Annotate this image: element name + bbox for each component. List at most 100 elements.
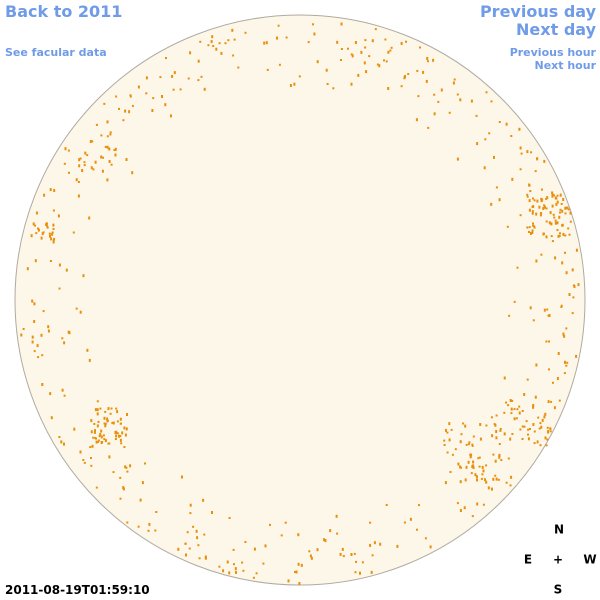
next-day-link[interactable]: Next day xyxy=(516,20,597,39)
facula xyxy=(531,229,534,233)
facula xyxy=(484,478,486,482)
facula xyxy=(542,207,545,210)
facula xyxy=(103,416,106,420)
facula xyxy=(558,399,561,402)
facula xyxy=(526,195,529,198)
facula xyxy=(91,140,94,143)
facula xyxy=(78,164,81,168)
facula xyxy=(543,204,546,207)
previous-day-link[interactable]: Previous day xyxy=(480,2,597,21)
facula xyxy=(482,469,485,473)
facula xyxy=(553,194,556,197)
facula xyxy=(566,361,569,364)
facula xyxy=(543,232,545,235)
facula xyxy=(546,426,549,429)
facula xyxy=(513,408,516,411)
previous-hour-link[interactable]: Previous hour xyxy=(510,46,597,59)
facula xyxy=(547,314,550,317)
facula xyxy=(104,410,107,413)
facula xyxy=(159,76,162,79)
facula xyxy=(563,372,566,375)
facula xyxy=(564,206,567,209)
facula xyxy=(284,521,287,524)
facula xyxy=(278,63,281,66)
facula xyxy=(481,465,484,469)
facula xyxy=(528,199,531,203)
facula xyxy=(295,570,298,574)
facula xyxy=(552,381,554,384)
facula xyxy=(535,363,538,367)
facula xyxy=(137,85,140,89)
facula xyxy=(297,562,300,566)
facula xyxy=(129,95,132,98)
facula xyxy=(527,437,530,441)
facula xyxy=(78,158,81,162)
facula xyxy=(83,161,86,164)
facula xyxy=(35,232,38,235)
facula xyxy=(478,465,481,468)
facula xyxy=(50,237,53,241)
facula xyxy=(37,228,40,232)
next-hour-link[interactable]: Next hour xyxy=(535,59,597,72)
facula xyxy=(98,435,101,438)
facula xyxy=(526,150,529,154)
facula xyxy=(58,436,61,438)
facula xyxy=(110,163,113,166)
facula xyxy=(34,224,37,227)
facula xyxy=(532,222,534,225)
facula xyxy=(562,198,565,201)
facula xyxy=(527,433,529,436)
facula xyxy=(419,46,421,49)
facula xyxy=(199,40,202,43)
facula xyxy=(446,451,449,454)
facula xyxy=(340,59,342,61)
facula xyxy=(532,423,535,426)
facula xyxy=(459,509,462,512)
facula xyxy=(546,196,549,200)
facula xyxy=(551,204,554,208)
facula xyxy=(189,503,192,507)
facula xyxy=(109,131,112,134)
facula xyxy=(459,480,462,484)
facula xyxy=(407,73,410,75)
facula xyxy=(188,547,191,550)
facula xyxy=(364,39,367,42)
facula xyxy=(532,319,535,322)
facula xyxy=(478,456,481,459)
facula xyxy=(92,436,95,439)
facula xyxy=(424,537,427,540)
facula xyxy=(277,24,280,27)
facula xyxy=(464,424,467,428)
facula xyxy=(403,521,406,524)
back-link[interactable]: Back to 2011 xyxy=(5,2,122,21)
facula xyxy=(100,435,103,439)
facula xyxy=(329,529,332,533)
facula xyxy=(114,147,117,151)
facula xyxy=(503,411,506,414)
facula xyxy=(100,429,103,433)
facula xyxy=(203,87,206,91)
facula xyxy=(534,395,537,399)
facula xyxy=(310,556,313,560)
facula xyxy=(323,538,326,542)
facula xyxy=(567,208,570,211)
facula xyxy=(564,212,567,215)
facula xyxy=(503,376,506,380)
facula xyxy=(170,114,172,118)
facula xyxy=(187,77,190,80)
facula xyxy=(566,206,569,210)
facula xyxy=(364,46,367,49)
facula xyxy=(102,434,105,437)
facula xyxy=(122,486,125,490)
facula xyxy=(123,426,126,430)
facula xyxy=(510,135,513,137)
facula xyxy=(42,231,45,234)
facula xyxy=(559,208,562,211)
facular-link[interactable]: See facular data xyxy=(5,46,107,59)
facula xyxy=(118,107,120,110)
facula xyxy=(119,438,122,442)
facula xyxy=(539,213,542,217)
facula xyxy=(509,437,512,441)
facula xyxy=(462,422,465,425)
